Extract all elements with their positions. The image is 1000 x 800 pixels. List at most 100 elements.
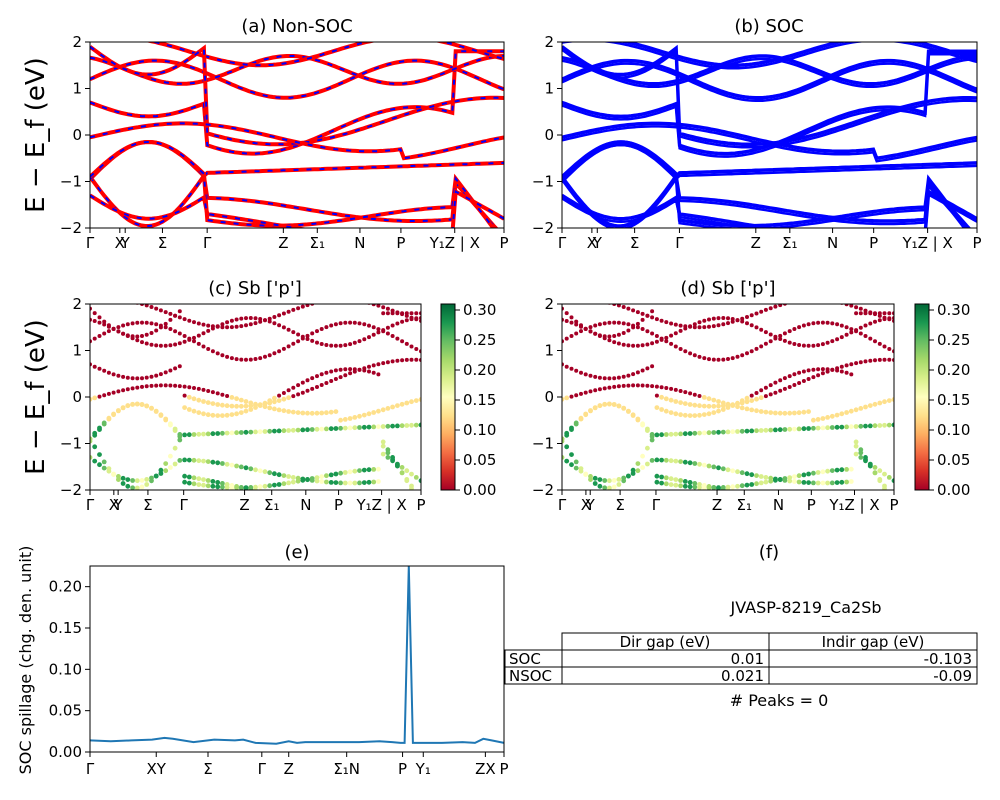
scatter-point <box>659 385 664 390</box>
scatter-point <box>229 403 235 409</box>
scatter-point <box>825 480 830 486</box>
scatter-point <box>385 423 391 429</box>
scatter-point <box>201 431 206 437</box>
scatter-point <box>692 322 697 327</box>
scatter-point <box>352 480 358 486</box>
scatter-point <box>621 475 627 481</box>
scatter-point <box>267 353 272 358</box>
scatter-point <box>144 304 149 308</box>
scatter-point <box>395 358 400 363</box>
scatter-point <box>697 320 702 325</box>
scatter-point <box>281 481 287 487</box>
scatter-point <box>692 353 697 358</box>
scatter-point <box>144 375 149 380</box>
scatter-point <box>630 412 636 418</box>
scatter-point <box>593 323 598 328</box>
scatter-point <box>367 369 371 374</box>
scatter-point <box>735 318 740 323</box>
scatter-point <box>380 443 386 449</box>
scatter-point <box>324 343 329 347</box>
scatter-point <box>376 327 381 332</box>
scatter-point <box>683 349 688 354</box>
scatter-point <box>725 401 731 407</box>
scatter-point <box>182 405 188 410</box>
band-line-blue <box>90 50 504 155</box>
scatter-point <box>758 474 764 479</box>
scatter-point <box>735 354 740 359</box>
scatter-point <box>626 408 631 414</box>
scatter-point <box>238 464 244 470</box>
scatter-point <box>569 425 574 431</box>
scatter-point <box>849 330 854 335</box>
scatter-point <box>664 320 669 325</box>
scatter-point <box>310 386 315 391</box>
cbar-tick-label: 0.20 <box>937 361 970 379</box>
scatter-point <box>173 342 178 347</box>
scatter-point <box>348 371 353 376</box>
scatter-point <box>701 483 707 488</box>
scatter-point <box>220 461 225 466</box>
scatter-point <box>626 328 631 333</box>
scatter-point <box>564 458 570 464</box>
scatter-point <box>759 494 764 499</box>
scatter-point <box>583 326 588 331</box>
scatter-point <box>816 497 821 502</box>
scatter-point <box>820 425 826 431</box>
scatter-point <box>787 329 792 334</box>
scatter-point <box>305 378 310 383</box>
scatter-point <box>635 325 640 330</box>
panel-b: (b) SOC −2 −1 0 1 2 Γ XY Σ Γ Z Σ₁ N P Y₁Z | X P <box>532 16 982 252</box>
scatter-point <box>90 396 93 402</box>
xtick-label: P <box>972 234 981 252</box>
scatter-point <box>135 334 140 339</box>
xtick-label: Σ <box>143 496 152 514</box>
scatter-point <box>177 309 182 314</box>
scatter-point <box>296 306 301 311</box>
scatter-point <box>754 481 759 487</box>
scatter-point <box>740 319 745 324</box>
table-cell-indir: -0.103 <box>924 650 972 668</box>
scatter-point <box>635 343 640 348</box>
cbar-tick-label: 0.15 <box>937 391 970 409</box>
scatter-point <box>168 368 173 373</box>
band-line <box>562 140 969 228</box>
scatter-point <box>839 424 845 430</box>
scatter-point <box>773 380 778 385</box>
scatter-point <box>682 431 688 437</box>
scatter-point <box>597 322 602 327</box>
scatter-point <box>92 458 98 464</box>
panel-c-scatter <box>90 304 421 490</box>
scatter-point <box>640 317 645 322</box>
band-line <box>562 192 977 228</box>
scatter-point <box>186 407 192 412</box>
scatter-point <box>116 408 121 413</box>
scatter-point <box>305 477 310 482</box>
scatter-point <box>149 342 154 347</box>
xtick-label: ZX <box>475 760 496 778</box>
scatter-point <box>668 458 674 464</box>
scatter-point <box>669 333 674 338</box>
scatter-point <box>329 323 334 328</box>
scatter-point <box>281 346 286 351</box>
scatter-point <box>225 325 230 330</box>
scatter-point <box>224 403 230 409</box>
scatter-point <box>877 478 883 484</box>
scatter-point <box>663 432 669 437</box>
scatter-point <box>413 422 419 428</box>
scatter-point <box>210 483 216 489</box>
scatter-point <box>267 405 273 411</box>
scatter-point <box>102 368 107 373</box>
scatter-point <box>158 372 163 377</box>
panel-c-title: (c) Sb ['p'] <box>208 278 302 299</box>
scatter-point <box>267 470 273 476</box>
scatter-point <box>829 468 835 473</box>
panel-a: (a) Non-SOC −2 −1 0 1 2 Γ XY Σ Γ Z Σ₁ N P Y₁Z | X P <box>60 16 509 252</box>
scatter-point <box>882 399 887 405</box>
scatter-point <box>612 384 617 389</box>
scatter-point <box>385 455 391 460</box>
scatter-point <box>759 309 764 314</box>
scatter-point <box>801 409 807 415</box>
scatter-point <box>102 322 107 327</box>
scatter-point <box>376 304 381 308</box>
scatter-point <box>830 321 835 326</box>
